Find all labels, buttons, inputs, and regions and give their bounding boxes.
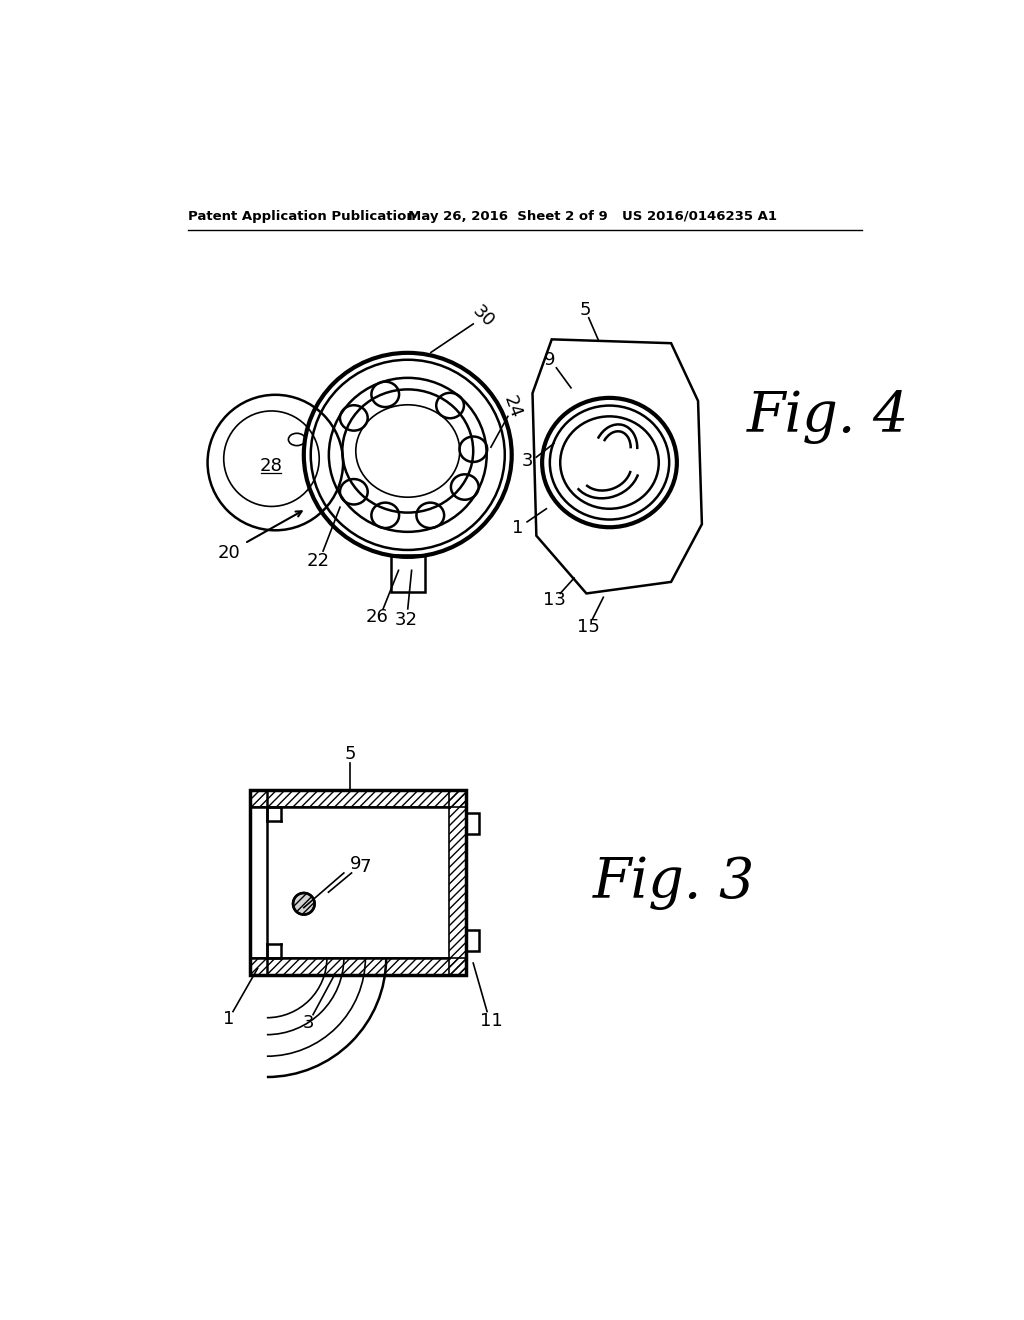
Text: 20: 20 [218, 544, 241, 562]
Text: 1: 1 [222, 1010, 234, 1028]
Text: 7: 7 [359, 858, 371, 875]
Text: US 2016/0146235 A1: US 2016/0146235 A1 [622, 210, 777, 223]
Text: 22: 22 [306, 552, 329, 570]
Text: 32: 32 [394, 611, 418, 630]
Text: Patent Application Publication: Patent Application Publication [188, 210, 416, 223]
Bar [250, 958, 466, 974]
Bar [250, 789, 466, 807]
Bar [466, 929, 479, 952]
Text: 13: 13 [543, 590, 565, 609]
Text: May 26, 2016  Sheet 2 of 9: May 26, 2016 Sheet 2 of 9 [408, 210, 607, 223]
Bar [391, 554, 425, 591]
Circle shape [293, 892, 314, 915]
Text: Fig. 4: Fig. 4 [746, 389, 909, 444]
Text: 28: 28 [260, 458, 283, 475]
Text: 3: 3 [522, 451, 534, 470]
Text: 30: 30 [469, 302, 498, 330]
Text: 1: 1 [512, 519, 523, 537]
Bar [250, 789, 466, 974]
Text: 3: 3 [303, 1014, 314, 1032]
Bar [449, 789, 466, 974]
Bar [466, 813, 479, 834]
Text: Fig. 3: Fig. 3 [593, 855, 755, 909]
Text: 15: 15 [578, 618, 600, 635]
Text: 9: 9 [350, 855, 361, 873]
Text: 5: 5 [344, 744, 355, 763]
Text: 9: 9 [544, 351, 555, 370]
Text: 24: 24 [500, 393, 525, 421]
Text: 26: 26 [366, 609, 388, 626]
Text: 5: 5 [580, 301, 591, 319]
Text: 11: 11 [479, 1012, 503, 1030]
